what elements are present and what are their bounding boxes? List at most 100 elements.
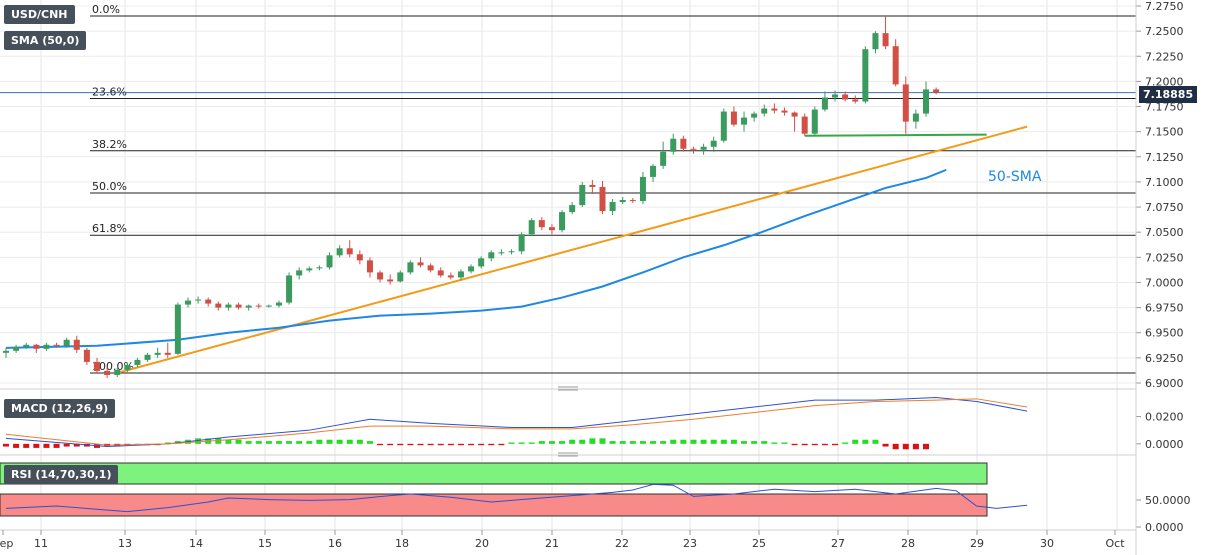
- candle-body: [579, 184, 586, 206]
- macd-histogram-bar: [407, 443, 414, 446]
- macd-histogram-bar: [346, 439, 353, 444]
- candle-body: [184, 300, 191, 305]
- macd-histogram-bar: [923, 443, 930, 450]
- rsi-indicator-label[interactable]: RSI (14,70,30,1): [4, 465, 119, 484]
- macd-histogram-bar: [690, 439, 697, 444]
- candle-body: [316, 267, 323, 269]
- sma-indicator-label[interactable]: SMA (50,0): [4, 31, 87, 50]
- candle-body: [468, 266, 475, 272]
- y-tick-label: 6.9750: [1145, 302, 1184, 315]
- macd-histogram-bar: [296, 441, 303, 444]
- macd-histogram-bar: [771, 442, 778, 444]
- candle-body: [933, 89, 940, 93]
- panel-separators: [0, 386, 1136, 531]
- macd-histogram-bar: [781, 442, 788, 444]
- y-tick-label: 7.1500: [1145, 126, 1184, 139]
- candle-body: [33, 344, 40, 349]
- candle-body: [498, 252, 505, 254]
- macd-histogram-bar: [488, 443, 495, 446]
- candle-body: [720, 111, 727, 141]
- candle-body: [336, 248, 343, 256]
- macd-histogram-bar: [852, 439, 859, 444]
- candle-body: [3, 350, 9, 353]
- candle-body: [892, 46, 899, 85]
- macd-histogram-bar: [225, 439, 232, 444]
- symbol-label[interactable]: USD/CNH: [4, 5, 75, 24]
- current-price-tag: 7.18885: [1139, 86, 1198, 103]
- candle-body: [407, 262, 414, 273]
- candle-body: [43, 344, 50, 349]
- macd-histogram-bar: [842, 442, 849, 444]
- x-tick-label: 14: [189, 537, 203, 550]
- candle-body: [670, 138, 677, 152]
- y-tick-label: 7.0250: [1145, 251, 1184, 264]
- x-tick-label: 29: [970, 537, 984, 550]
- y-tick-label: 7.2250: [1145, 50, 1184, 63]
- candle-body: [23, 344, 30, 347]
- rsi-panel: 50.0000 0.0000: [0, 462, 1191, 534]
- macd-histogram-bar: [821, 443, 828, 446]
- x-tick-label: Oct: [1105, 537, 1125, 550]
- rsi-y-tick-label: 0.0000: [1145, 521, 1184, 534]
- sma50-line: [5, 168, 947, 349]
- macd-histogram-bar: [902, 443, 909, 450]
- candle-body: [215, 303, 222, 308]
- candle-body: [629, 200, 636, 202]
- macd-histogram-bar: [457, 443, 464, 446]
- macd-histogram-bar: [3, 443, 9, 447]
- candle-body: [832, 94, 839, 98]
- grid: [0, 0, 1136, 530]
- candle-body: [730, 111, 737, 125]
- candle-body: [114, 369, 121, 375]
- macd-histogram-bar: [43, 443, 50, 448]
- fib-label: 23.6%: [92, 85, 127, 98]
- x-tick-label: 18: [395, 537, 409, 550]
- candle-body: [690, 148, 697, 150]
- macd-histogram-bar: [579, 439, 586, 444]
- candle-body: [912, 113, 919, 122]
- macd-histogram-bar: [255, 441, 262, 444]
- macd-histogram-bar: [538, 441, 545, 444]
- candle-body: [639, 176, 646, 202]
- macd-histogram-bar: [872, 439, 879, 444]
- macd-histogram-bar: [629, 441, 636, 444]
- rsi-y-tick-label: 50.0000: [1145, 494, 1191, 507]
- macd-histogram-bar: [427, 443, 434, 446]
- macd-histogram-bar: [569, 439, 576, 444]
- y-tick-label: 7.0500: [1145, 226, 1184, 239]
- candle-body: [63, 339, 70, 346]
- candle-body: [902, 84, 909, 122]
- macd-histogram-bar: [508, 442, 515, 444]
- macd-histogram-bar: [286, 441, 293, 444]
- macd-indicator-label[interactable]: MACD (12,26,9): [4, 399, 116, 418]
- y-tick-label: 7.0000: [1145, 276, 1184, 289]
- candle-body: [781, 110, 788, 113]
- x-tick-label: 15: [258, 537, 272, 550]
- ascending-trendline: [116, 125, 1028, 374]
- macd-histogram-bar: [306, 441, 313, 444]
- y-tick-label: 6.9500: [1145, 327, 1184, 340]
- y-tick-label: 7.1250: [1145, 151, 1184, 164]
- candle-body: [346, 248, 353, 255]
- y-tick-label: 7.2500: [1145, 25, 1184, 38]
- macd-histogram-bar: [559, 441, 566, 444]
- macd-histogram-bar: [589, 438, 596, 444]
- candle-body: [93, 361, 100, 371]
- candle-body: [548, 227, 555, 231]
- candle-body: [377, 272, 384, 280]
- candle-body: [164, 352, 171, 355]
- candle-body: [508, 251, 515, 253]
- candle-body: [650, 165, 657, 177]
- candle-body: [154, 352, 161, 355]
- candle-body: [245, 305, 252, 308]
- macd-histogram-bar: [751, 441, 758, 444]
- candle-body: [53, 344, 60, 346]
- y-tick-label: 7.2750: [1145, 0, 1184, 13]
- candle-body: [124, 364, 131, 370]
- candle-body: [801, 116, 808, 134]
- candle-body: [700, 146, 707, 150]
- macd-histogram-bar: [468, 443, 475, 446]
- x-tick-label: 27: [831, 537, 845, 550]
- y-tick-label: 7.2000: [1145, 75, 1184, 88]
- x-tick-label: 16: [328, 537, 342, 550]
